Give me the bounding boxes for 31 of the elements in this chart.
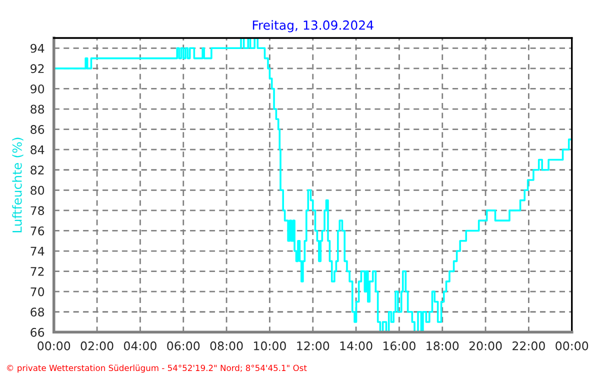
x-tick-label: 02:00 [80, 341, 114, 350]
x-tick-label: 22:00 [512, 341, 545, 350]
x-tick-label: 00:00 [38, 341, 70, 350]
y-tick-label: 76 [30, 226, 44, 236]
x-tick-label: 16:00 [383, 341, 416, 350]
y-tick-label: 74 [30, 246, 44, 256]
y-axis-title: Luftfeuchte (%) [12, 138, 24, 232]
y-tick-label: 88 [30, 104, 44, 114]
y-tick-label: 68 [30, 308, 44, 317]
y-tick-label: 72 [30, 267, 44, 276]
y-tick-label: 82 [30, 166, 44, 175]
x-tick-label: 00:00 [556, 341, 588, 350]
x-tick-label: 12:00 [297, 341, 330, 350]
x-tick-label: 10:00 [254, 341, 286, 350]
y-tick-label: 94 [30, 44, 44, 53]
y-tick-label: 86 [30, 125, 44, 134]
y-tick-label: 66 [30, 328, 44, 337]
y-tick-label: 80 [30, 186, 44, 195]
x-tick-label: 14:00 [340, 341, 372, 350]
y-tick-label: 84 [30, 145, 44, 154]
y-tick-label: 92 [30, 64, 44, 74]
x-tick-label: 06:00 [167, 341, 200, 350]
chart-title: Freitag, 13.09.2024 [252, 20, 374, 32]
text: © private Wetterstation Süderlügum - 54°52'19.2" Nord; 8°54'45.1" Ost [7, 364, 307, 373]
x-tick-label: 18:00 [426, 341, 459, 350]
x-tick-label: 20:00 [469, 341, 502, 350]
y-tick-label: 78 [30, 206, 44, 216]
x-tick-label: 04:00 [124, 341, 156, 350]
x-tick-label: 08:00 [210, 341, 243, 350]
y-tick-label: 90 [30, 84, 44, 94]
y-tick-label: 70 [30, 287, 44, 296]
